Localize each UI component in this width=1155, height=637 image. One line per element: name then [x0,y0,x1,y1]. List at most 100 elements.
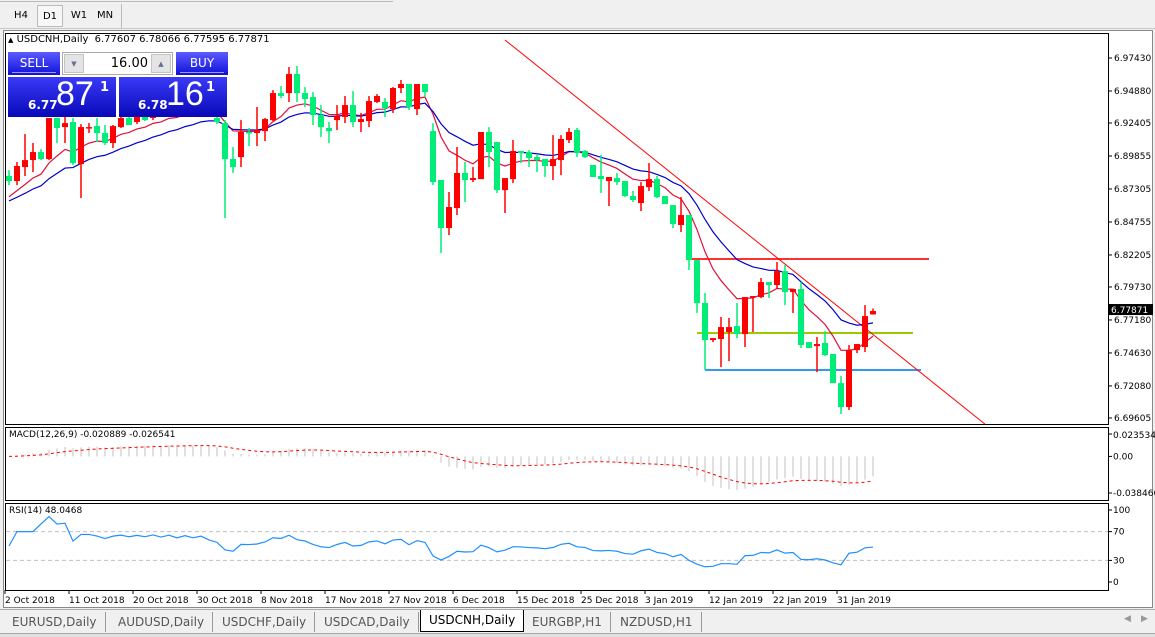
bullish-candle-body [710,338,716,341]
tab-audusd[interactable]: AUDUSD,Daily [110,612,214,632]
bearish-candle-body [822,342,828,356]
bullish-candle-body [758,282,764,298]
bearish-candle-body [38,152,44,160]
trendline [504,39,986,425]
tab-usdcad[interactable]: USDCAD,Daily [316,612,419,632]
bullish-candle-body [510,151,516,180]
date-tick-label: 12 Jan 2019 [709,596,763,606]
bearish-candle-body [422,84,428,93]
bullish-candle-body [478,131,484,180]
current-price-marker [1109,304,1153,316]
sell-price-box[interactable]: 6.77 87 1 [8,75,116,117]
bullish-candle-body [110,126,116,143]
collapse-triangle-icon[interactable]: ▲ [8,36,14,44]
bullish-candle-body [254,130,260,134]
timeframe-mn-button[interactable]: MN [96,10,114,21]
date-tick-label: 27 Nov 2018 [389,596,447,606]
tab-eurusd[interactable]: EURUSD,Daily [4,612,106,632]
buy-price-big: 16 [166,75,204,113]
rsi-frame [5,503,1109,591]
price-tick-label: 6.69605 [1114,414,1151,424]
volume-input[interactable]: 16.00 [110,56,148,71]
bearish-candle-body [518,151,524,154]
toolbar-separator [121,4,122,28]
scroll-right-icon[interactable]: ▶ [1141,614,1148,624]
tab-nzdusd[interactable]: NZDUSD,H1 [612,612,702,632]
bullish-candle-body [774,271,780,286]
bullish-candle-body [750,296,756,298]
price-tick-label: 6.77180 [1114,316,1151,326]
date-tick-label: 20 Oct 2018 [133,596,189,606]
tab-usdcnh[interactable]: USDCNH,Daily [420,610,525,632]
bullish-candle-body [566,131,572,141]
tab-usdchf[interactable]: USDCHF,Daily [214,612,316,632]
bearish-candle-body [230,159,236,168]
volume-down-arrow-icon[interactable]: ▼ [64,54,84,73]
bearish-candle-body [382,101,388,109]
bullish-candle-body [814,344,820,347]
bearish-candle-body [734,326,740,335]
bearish-candle-body [574,130,580,154]
date-tick-label: 15 Dec 2018 [517,596,575,606]
bearish-candle-body [614,178,620,183]
sell-button[interactable]: SELL [8,52,60,75]
sell-price-sup: 1 [100,80,110,95]
bullish-candle-body [870,311,876,315]
timeframe-w1-button[interactable]: W1 [70,10,88,21]
bullish-candle-body [286,74,292,94]
date-tick-label: 8 Nov 2018 [261,596,313,606]
bullish-candle-body [238,131,244,158]
volume-up-arrow-icon[interactable]: ▲ [151,54,171,73]
bullish-candle-body [262,119,268,132]
bullish-candle-body [86,127,92,129]
price-tick-label: 6.82205 [1114,251,1151,261]
price-tick-label: 6.94880 [1114,87,1151,97]
scroll-left-icon[interactable]: ◀ [1124,614,1131,624]
timeframe-h4-button[interactable]: H4 [14,10,28,21]
bullish-candle-body [334,116,340,121]
macd-signal-line [8,445,874,485]
bearish-candle-body [598,175,604,180]
buy-price-sup: 1 [206,80,216,95]
bullish-candle-body [846,350,852,408]
rsi-tick-label: 0 [1113,578,1119,588]
bearish-candle-body [462,173,468,180]
rsi-label: RSI(14) 48.0468 [9,506,83,516]
bearish-candle-body [6,175,12,182]
bullish-candle-body [454,173,460,209]
bearish-candle-body [630,196,636,201]
price-tick-label: 6.84755 [1114,218,1151,228]
sell-price-big: 87 [56,75,94,113]
tab-eurgbp[interactable]: EURGBP,H1 [524,612,611,632]
bearish-candle-body [326,127,332,132]
bullish-candle-body [470,178,476,180]
chart-window[interactable] [3,30,1153,608]
bullish-candle-body [358,119,364,123]
bullish-candle-body [270,93,276,121]
bearish-candle-body [806,342,812,349]
buy-button[interactable]: BUY [176,52,228,75]
bearish-candle-body [126,118,132,126]
bearish-candle-body [430,131,436,183]
bearish-candle-body [622,181,628,197]
main-plot-frame [5,33,1109,425]
bullish-candle-body [718,327,724,339]
sell-price-prefix: 6.77 [28,98,58,112]
bullish-candle-body [14,166,20,182]
timeframe-d1-button[interactable]: D1 [37,5,63,27]
buy-price-box[interactable]: 6.78 16 1 [119,75,227,117]
bullish-candle-body [30,152,36,161]
price-tick-label: 6.92405 [1114,119,1151,129]
bearish-candle-body [830,353,836,384]
bearish-candle-body [702,303,708,341]
rsi-tick-label: 100 [1113,506,1130,516]
bullish-candle-body [742,297,748,335]
volume-spinner[interactable]: ▼ 16.00 ▲ [62,52,173,75]
bearish-candle-body [662,196,668,205]
bearish-candle-body [542,159,548,167]
bearish-candle-body [526,152,532,158]
bearish-candle-body [246,131,252,134]
bullish-candle-body [22,160,28,168]
bearish-candle-body [294,74,300,94]
